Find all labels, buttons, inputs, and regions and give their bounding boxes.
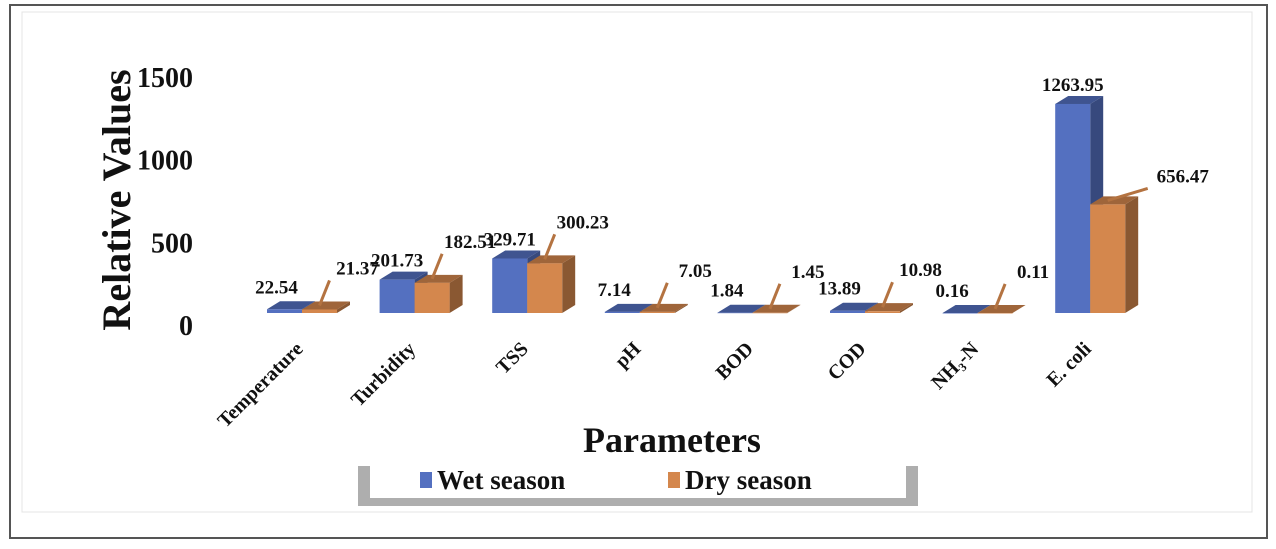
data-label: 7.14 [598,280,632,301]
bar-top [492,250,541,259]
plot-frame [21,11,1253,513]
data-label: 656.47 [1157,166,1210,187]
bar-dry: 10.98 [865,260,942,313]
bar-top [604,303,653,312]
bar-side [449,274,463,313]
data-label: 329.71 [484,229,536,250]
data-label: 182.51 [444,232,496,253]
bar-front [414,282,450,313]
leader-line [881,281,894,308]
leader-line [655,282,669,309]
data-label: 1.84 [710,281,744,302]
bar-top [865,303,913,312]
bar-top [1090,196,1139,205]
data-label: 201.73 [371,251,423,272]
legend-label-wet: Wet season [437,465,565,495]
bar-front [977,312,1013,314]
leader-line [993,283,1007,310]
bar-dry: 656.47 [1090,166,1209,313]
x-axis-title: Parameters [583,420,761,460]
data-label: 10.98 [899,260,942,281]
data-label: 1.45 [791,262,824,283]
bar-wet: 22.54 [255,277,315,313]
legend: Wet season Dry season [358,462,918,506]
data-label: 22.54 [255,277,298,298]
bar-front [639,311,675,313]
data-label: 13.89 [818,279,861,300]
data-label: 7.05 [679,261,712,282]
bar-side [900,303,913,313]
bar-dry: 182.51 [414,232,496,313]
bar-front [1055,103,1091,313]
data-label: 1263.95 [1042,75,1104,96]
bar-top [717,304,766,313]
bar-side [1125,196,1139,313]
bar-top [752,304,801,313]
leader-line [768,283,782,310]
bar-top [379,271,428,280]
bar-front [302,309,337,313]
bar-wet: 7.14 [598,280,653,313]
data-label: 0.16 [935,281,968,302]
bar-front [830,310,865,313]
bar-top [942,304,991,313]
legend-swatch-dry [668,472,680,488]
bar-front [942,312,978,314]
bar-top [1055,95,1104,104]
bar-top [414,274,463,283]
bar-top [977,304,1026,313]
data-label: 0.11 [1017,262,1049,283]
bar-front [267,309,302,313]
bar-dry: 0.11 [977,262,1049,314]
leader-line [1107,186,1149,202]
data-label: 300.23 [557,212,609,233]
bar-top [527,255,576,264]
bar-dry: 21.37 [302,258,379,313]
bar-front [492,258,528,313]
y-tick-label: 500 [151,228,193,259]
leader-line [543,233,557,260]
y-tick-label: 1500 [137,63,193,94]
bar-front [527,263,563,313]
bar-side [562,255,576,313]
bar-dry: 300.23 [527,212,609,313]
bar-front [865,311,900,313]
y-tick-label: 1000 [137,146,193,177]
bar-side [787,304,801,313]
bar-front [379,279,415,313]
leader-line [318,279,331,307]
bar-dry: 1.45 [752,262,825,314]
y-tick-label: 0 [179,311,193,342]
legend-label-dry: Dry season [685,465,812,495]
legend-swatch-wet [420,472,432,488]
bar-top [302,301,350,310]
bar-dry: 7.05 [639,261,712,313]
y-axis-title: Relative Values [94,69,139,330]
bar-front [604,311,640,313]
leader-line [430,253,444,280]
bar-front [752,312,788,314]
data-label: 21.37 [336,258,379,279]
bar-side [674,303,688,313]
bar-top [830,302,878,311]
bar-top [639,303,688,312]
bar-front [1090,204,1126,313]
bar-side [337,301,350,313]
bar-front [717,312,753,314]
bar-side [1012,304,1026,313]
bar-top [267,301,315,310]
